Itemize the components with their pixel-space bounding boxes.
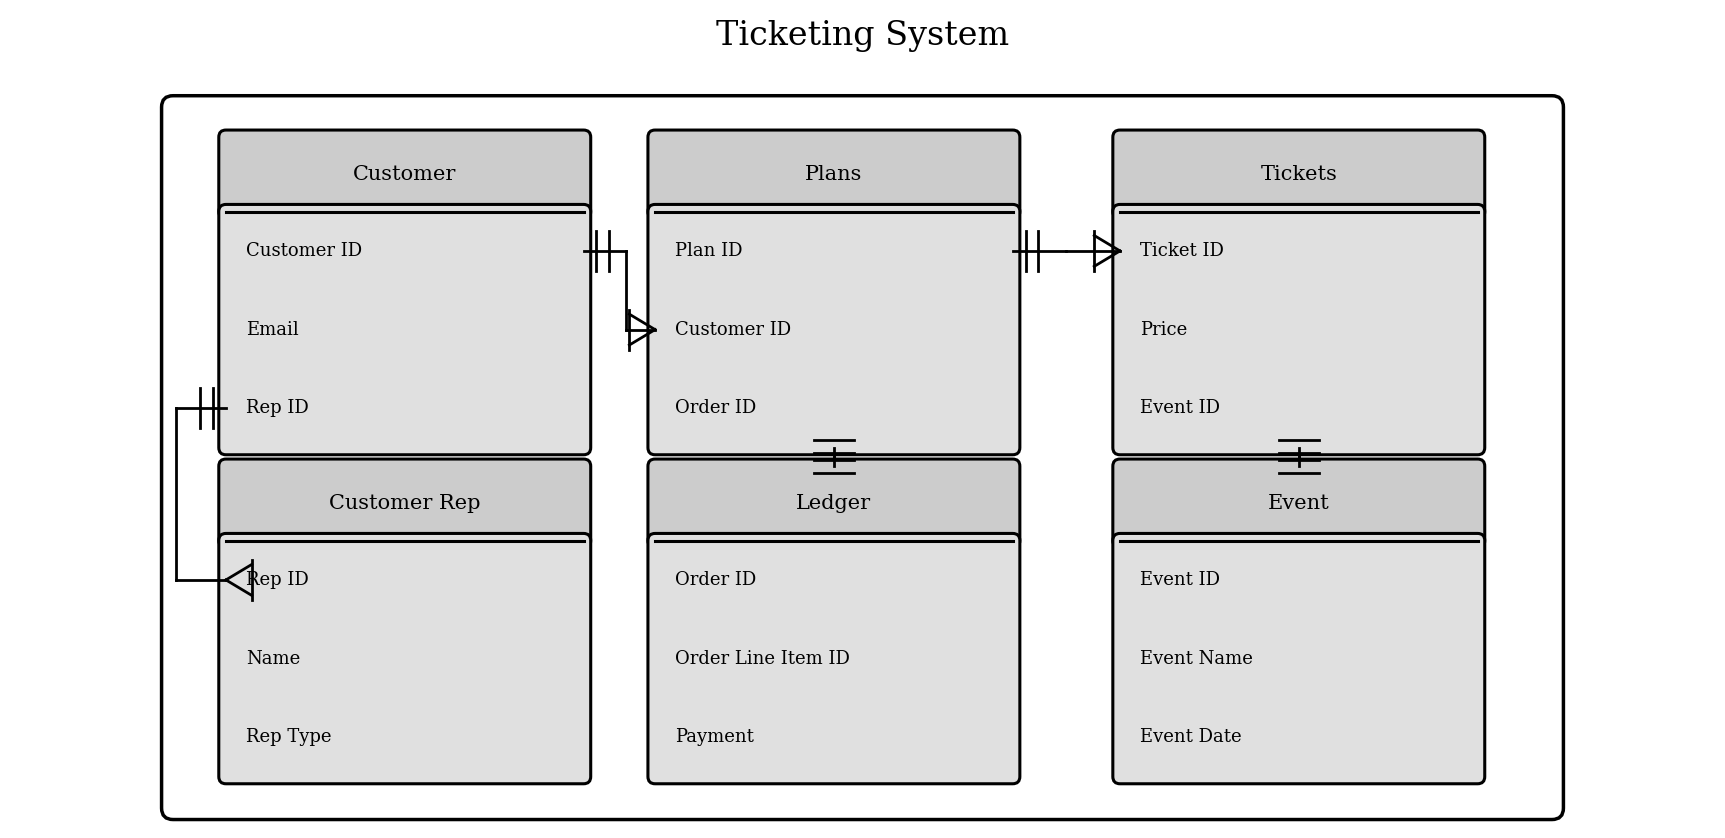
Text: Ledger: Ledger — [797, 494, 871, 513]
FancyBboxPatch shape — [162, 96, 1563, 820]
FancyBboxPatch shape — [219, 130, 590, 219]
Text: Event ID: Event ID — [1140, 399, 1220, 417]
Text: Customer: Customer — [354, 165, 457, 184]
Text: Rep Type: Rep Type — [247, 728, 331, 747]
FancyBboxPatch shape — [1113, 204, 1485, 455]
FancyBboxPatch shape — [219, 534, 590, 784]
Text: Rep ID: Rep ID — [247, 399, 309, 417]
FancyBboxPatch shape — [649, 459, 1019, 548]
Text: Customer ID: Customer ID — [247, 242, 362, 260]
Text: Payment: Payment — [674, 728, 754, 747]
Text: Ticket ID: Ticket ID — [1140, 242, 1223, 260]
Text: Plan ID: Plan ID — [674, 242, 742, 260]
Text: Tickets: Tickets — [1261, 165, 1337, 184]
Text: Order ID: Order ID — [674, 571, 756, 589]
Text: Event ID: Event ID — [1140, 571, 1220, 589]
Text: Customer ID: Customer ID — [674, 321, 792, 339]
Text: Plans: Plans — [806, 165, 862, 184]
Text: Event Name: Event Name — [1140, 649, 1252, 668]
FancyBboxPatch shape — [649, 204, 1019, 455]
Text: Event Date: Event Date — [1140, 728, 1242, 747]
Text: Price: Price — [1140, 321, 1187, 339]
Text: Order ID: Order ID — [674, 399, 756, 417]
FancyBboxPatch shape — [219, 204, 590, 455]
Text: Ticketing System: Ticketing System — [716, 19, 1009, 52]
FancyBboxPatch shape — [649, 130, 1019, 219]
Text: Customer Rep: Customer Rep — [329, 494, 481, 513]
FancyBboxPatch shape — [649, 534, 1019, 784]
Text: Event: Event — [1268, 494, 1330, 513]
Text: Name: Name — [247, 649, 300, 668]
Text: Order Line Item ID: Order Line Item ID — [674, 649, 850, 668]
FancyBboxPatch shape — [1113, 130, 1485, 219]
Text: Email: Email — [247, 321, 298, 339]
Text: Rep ID: Rep ID — [247, 571, 309, 589]
FancyBboxPatch shape — [219, 459, 590, 548]
FancyBboxPatch shape — [1113, 459, 1485, 548]
FancyBboxPatch shape — [1113, 534, 1485, 784]
